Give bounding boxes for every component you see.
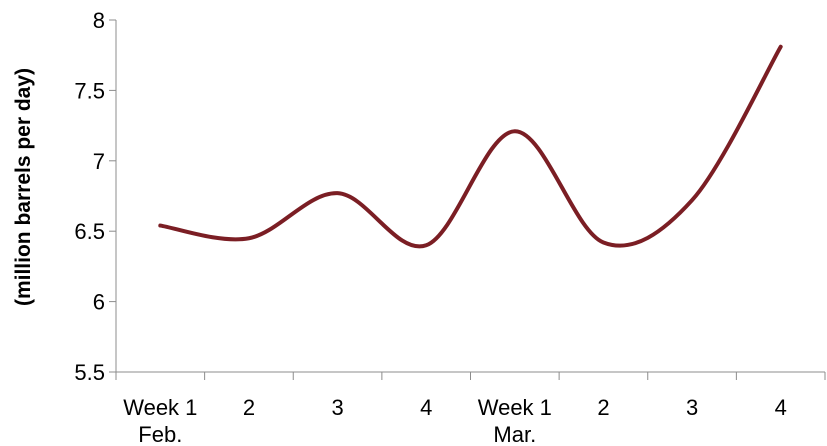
y-tick-label: 6 [93,290,105,315]
x-tick-label: 3 [331,395,343,420]
x-tick-label: 4 [420,395,432,420]
series-layer [158,44,783,249]
x-tick-label: 4 [775,395,787,420]
y-tick-label: 7.5 [74,78,105,103]
x-axis: Week 1 2 3 4 Week 1 2 3 4 Feb. Mar. [115,371,826,446]
y-axis: 5.5 6 6.5 7 7.5 8 [74,8,117,385]
x-group-label: Feb. [138,422,182,446]
x-tick-label: Week 1 [478,395,552,420]
y-tick-label: 7 [93,149,105,174]
x-group-label: Mar. [493,422,536,446]
y-tick-label: 8 [93,8,105,33]
series-line [158,44,783,249]
x-tick-label: Week 1 [123,395,197,420]
x-tick-label: 3 [686,395,698,420]
x-tick-label: 2 [243,395,255,420]
y-axis-title: (million barrels per day) [12,68,35,306]
x-tick-label: 2 [597,395,609,420]
y-tick-label: 6.5 [74,219,105,244]
y-tick-label: 5.5 [74,360,105,385]
